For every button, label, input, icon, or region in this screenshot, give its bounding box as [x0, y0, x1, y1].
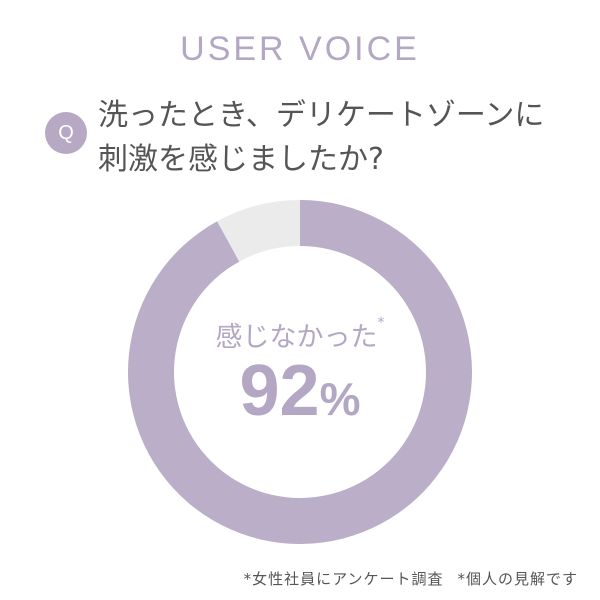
page-title: USER VOICE: [180, 30, 420, 68]
center-value-number: 92: [239, 351, 320, 431]
question-line-2: 刺激を感じましたか?: [98, 142, 384, 177]
donut-slice-2: [217, 200, 300, 262]
question-text: 洗ったとき、デリケートゾーンに 刺激を感じましたか?: [98, 94, 544, 182]
center-value-unit: %: [319, 373, 361, 425]
footnote-disclaimer: *個人の見解です: [457, 570, 578, 588]
center-label-mark: *: [377, 315, 385, 331]
footnotes: *女性社員にアンケート調査 *個人の見解です: [230, 568, 578, 589]
question-badge: Q: [45, 112, 87, 154]
center-value: 92%: [0, 350, 600, 432]
footnote-survey: *女性社員にアンケート調査: [243, 570, 444, 588]
question-line-1: 洗ったとき、デリケートゾーンに: [98, 98, 545, 133]
center-label: 感じなかった*: [0, 315, 600, 354]
center-label-text: 感じなかった: [215, 322, 378, 353]
